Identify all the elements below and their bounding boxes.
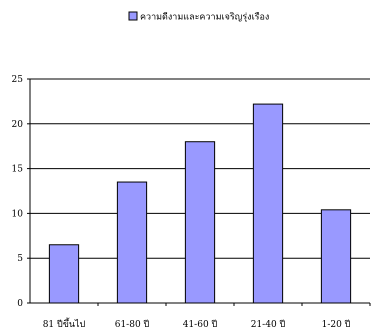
y-tick-label: 15 (12, 165, 24, 175)
y-tick-label: 20 (12, 120, 24, 130)
legend-label: ความดีงามและความเจริญรุ่งเรือง (140, 12, 269, 23)
y-axis-ticks: 0 5 10 15 20 25 (12, 75, 30, 309)
bar (320, 209, 352, 304)
x-tick-label: 61-80 ปี (115, 319, 150, 330)
x-axis-ticks: 81 ปีขึ้นไป 61-80 ปี 41-60 ปี 21-40 ปี 1-20 … (43, 303, 371, 330)
x-tick-label: 81 ปีขึ้นไป (43, 317, 86, 330)
y-tick-label: 5 (17, 254, 23, 264)
bars (48, 103, 352, 304)
x-tick-label: 21-40 ปี (251, 319, 286, 330)
y-tick-label: 25 (12, 75, 24, 85)
bar (48, 244, 80, 304)
y-tick-label: 10 (12, 209, 24, 219)
legend-swatch (128, 11, 138, 21)
bar (116, 181, 148, 304)
legend: ความดีงามและความเจริญรุ่งเรือง (128, 11, 269, 23)
y-tick-label: 0 (17, 299, 23, 309)
bar (252, 103, 284, 304)
x-tick-label: 1-20 ปี (322, 319, 351, 330)
bar (184, 141, 216, 304)
x-tick-label: 41-60 ปี (183, 319, 218, 330)
